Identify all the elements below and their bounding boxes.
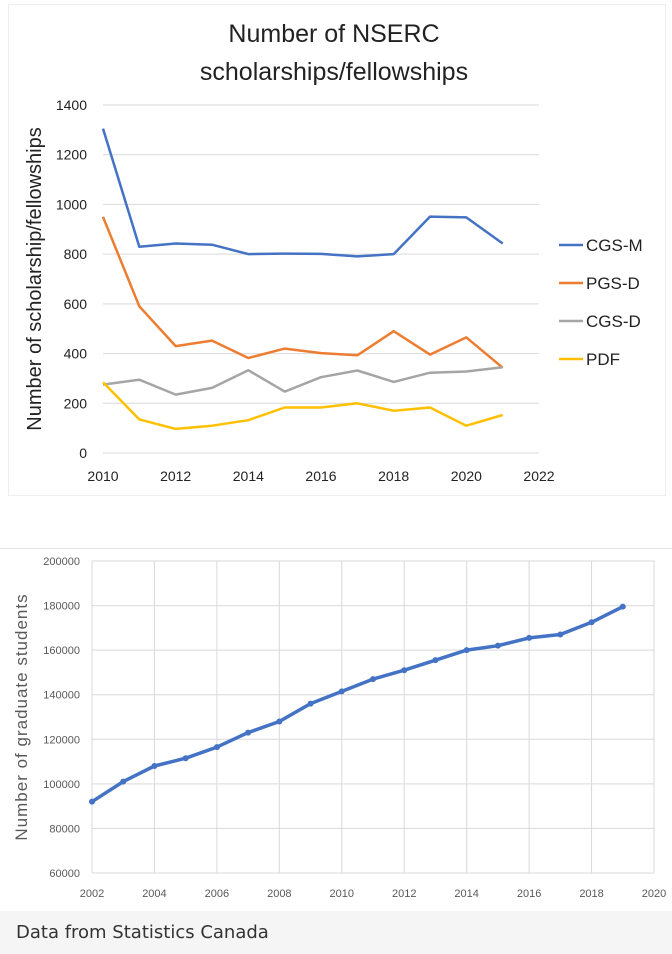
data-point <box>557 631 564 638</box>
data-point <box>307 700 314 707</box>
data-point <box>494 642 501 649</box>
x-tick-label: 2020 <box>642 888 666 900</box>
x-tick-label: 2020 <box>451 468 482 484</box>
data-point <box>151 763 158 770</box>
x-tick-label: 2012 <box>160 468 191 484</box>
y-tick-label: 0 <box>79 445 87 461</box>
data-point <box>213 744 220 751</box>
legend-label: PGS-D <box>586 274 640 293</box>
y-tick-label: 400 <box>64 346 88 362</box>
data-point <box>401 667 408 674</box>
data-point <box>370 676 376 683</box>
y-tick-label: 1200 <box>56 147 87 163</box>
y-axis-label: Number of graduate students <box>12 593 31 840</box>
x-tick-label: 2014 <box>454 888 478 900</box>
y-tick-label: 200000 <box>43 556 80 568</box>
x-tick-label: 2016 <box>305 468 336 484</box>
y-tick-label: 1400 <box>56 97 87 113</box>
legend-label: CGS-M <box>586 236 643 255</box>
series-line-pgs-d <box>101 216 504 369</box>
x-tick-label: 2010 <box>87 468 118 484</box>
x-tick-label: 2008 <box>267 888 291 900</box>
nserc-chart-svg: Number of NSERC scholarships/fellowships 0… <box>24 20 643 484</box>
x-tick-label: 2002 <box>80 888 104 900</box>
series-line-cgs-m <box>101 128 504 258</box>
y-tick-label: 140000 <box>43 690 80 702</box>
y-tick-label: 80000 <box>49 823 80 835</box>
data-point <box>432 657 439 664</box>
x-tick-label: 2004 <box>142 888 166 900</box>
data-point <box>588 619 595 626</box>
chart-title-line: scholarships/fellowships <box>200 58 468 86</box>
x-tick-label: 2022 <box>523 468 554 484</box>
x-tick-label: 2014 <box>233 468 264 484</box>
data-point <box>619 603 626 610</box>
data-point <box>526 634 533 641</box>
series-line-cgs-d <box>102 365 503 396</box>
data-point <box>182 755 189 762</box>
nserc-chart: Number of NSERC scholarships/fellowships 0… <box>8 4 666 496</box>
series-line-pdf <box>102 381 504 431</box>
y-tick-label: 60000 <box>49 868 80 880</box>
data-point <box>463 647 470 654</box>
data-point <box>245 729 252 736</box>
y-tick-label: 200 <box>64 395 88 411</box>
x-tick-label: 2012 <box>392 888 416 900</box>
y-tick-label: 100000 <box>43 779 80 791</box>
data-point <box>276 718 283 725</box>
y-tick-label: 800 <box>64 246 88 262</box>
x-tick-label: 2010 <box>330 888 354 900</box>
y-axis-label: Number of scholarship/fellowships <box>24 127 46 430</box>
data-point <box>89 798 95 805</box>
legend-label: PDF <box>586 350 620 369</box>
x-tick-label: 2016 <box>517 888 541 900</box>
caption-bar: Data from Statistics Canada <box>0 911 672 954</box>
data-point <box>120 778 127 785</box>
y-tick-label: 180000 <box>43 601 80 613</box>
legend-label: CGS-D <box>586 312 641 331</box>
x-tick-label: 2018 <box>579 888 603 900</box>
data-point <box>338 688 345 695</box>
chart-title-line: Number of NSERC <box>228 20 439 48</box>
y-tick-label: 600 <box>64 296 88 312</box>
graduate-students-chart-svg: 60000 80000 100000 120000 140000 160000 180000… <box>12 556 666 900</box>
y-tick-label: 1000 <box>56 196 87 212</box>
x-tick-label: 2006 <box>205 888 229 900</box>
graduate-students-chart: 60000 80000 100000 120000 140000 160000 180000… <box>0 548 672 911</box>
y-tick-label: 160000 <box>43 645 80 657</box>
y-tick-label: 120000 <box>43 734 80 746</box>
caption-text: Data from Statistics Canada <box>16 922 269 943</box>
x-tick-label: 2018 <box>378 468 409 484</box>
series-line-graduate-students <box>91 605 624 804</box>
